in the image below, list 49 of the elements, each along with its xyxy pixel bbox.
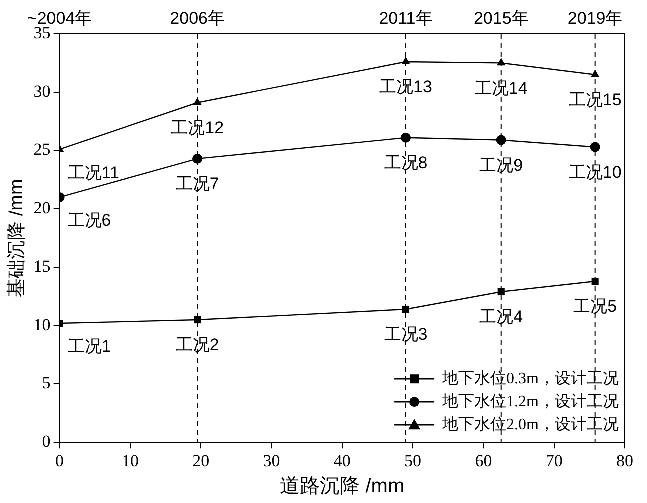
point: [192, 154, 203, 164]
x-tick-label: 0: [56, 451, 64, 470]
annotation: 工况8: [384, 154, 428, 173]
point: [193, 98, 202, 106]
x-tick-label: 20: [192, 451, 210, 470]
point: [402, 306, 410, 314]
annotation: 工况3: [384, 325, 428, 344]
x-tick-label: 50: [404, 451, 422, 470]
x-tick-label: 60: [475, 451, 492, 470]
point: [592, 278, 599, 286]
x-tick-label: 10: [122, 451, 139, 470]
x-tick-label: 70: [546, 451, 563, 470]
y-tick-label: 5: [42, 374, 51, 393]
annotation: 工况5: [574, 297, 618, 316]
point: [498, 288, 505, 296]
y-tick-label: 10: [34, 315, 51, 334]
y-tick-label: 20: [34, 198, 51, 218]
legend-label: 地下水位1.2m，设计工况: [442, 392, 620, 410]
annotation: 工况6: [68, 211, 112, 230]
y-tick-label: 30: [34, 82, 51, 101]
y-tick-label: 15: [34, 256, 51, 276]
point: [496, 135, 506, 146]
annotation: 工况12: [171, 118, 224, 138]
ref-line-label: 2015年: [474, 9, 529, 28]
ref-line-label: 2011年: [379, 9, 433, 28]
point: [400, 132, 411, 143]
annotation: 工况1: [68, 337, 112, 356]
annotation: 工况11: [68, 163, 120, 182]
annotation: 工况7: [176, 174, 220, 194]
x-tick-label: 80: [616, 451, 634, 470]
legend-label: 地下水位2.0m，设计工况: [442, 415, 620, 434]
x-tick-label: 40: [334, 451, 351, 470]
legend-label: 地下水位0.3m，设计工况: [442, 369, 620, 388]
y-tick-label: 0: [42, 432, 51, 452]
y-tick-label: 25: [34, 140, 51, 160]
y-axis-title: 基础沉降 /mm: [6, 179, 28, 298]
annotation: 工况15: [568, 90, 622, 110]
x-axis-title: 道路沉降 /mm: [280, 476, 405, 498]
annotation: 工况9: [480, 156, 524, 175]
annotation: 工况4: [480, 308, 524, 327]
annotation: 工况14: [474, 78, 528, 98]
annotation: 工况13: [380, 78, 432, 97]
point: [590, 142, 600, 152]
annotation: 工况10: [568, 162, 622, 182]
ref-line-label: 2019年: [568, 9, 623, 28]
x-tick-label: 30: [263, 451, 280, 470]
point: [194, 316, 202, 324]
annotation: 工况2: [176, 336, 220, 355]
ref-line-label: 2006年: [170, 9, 225, 28]
